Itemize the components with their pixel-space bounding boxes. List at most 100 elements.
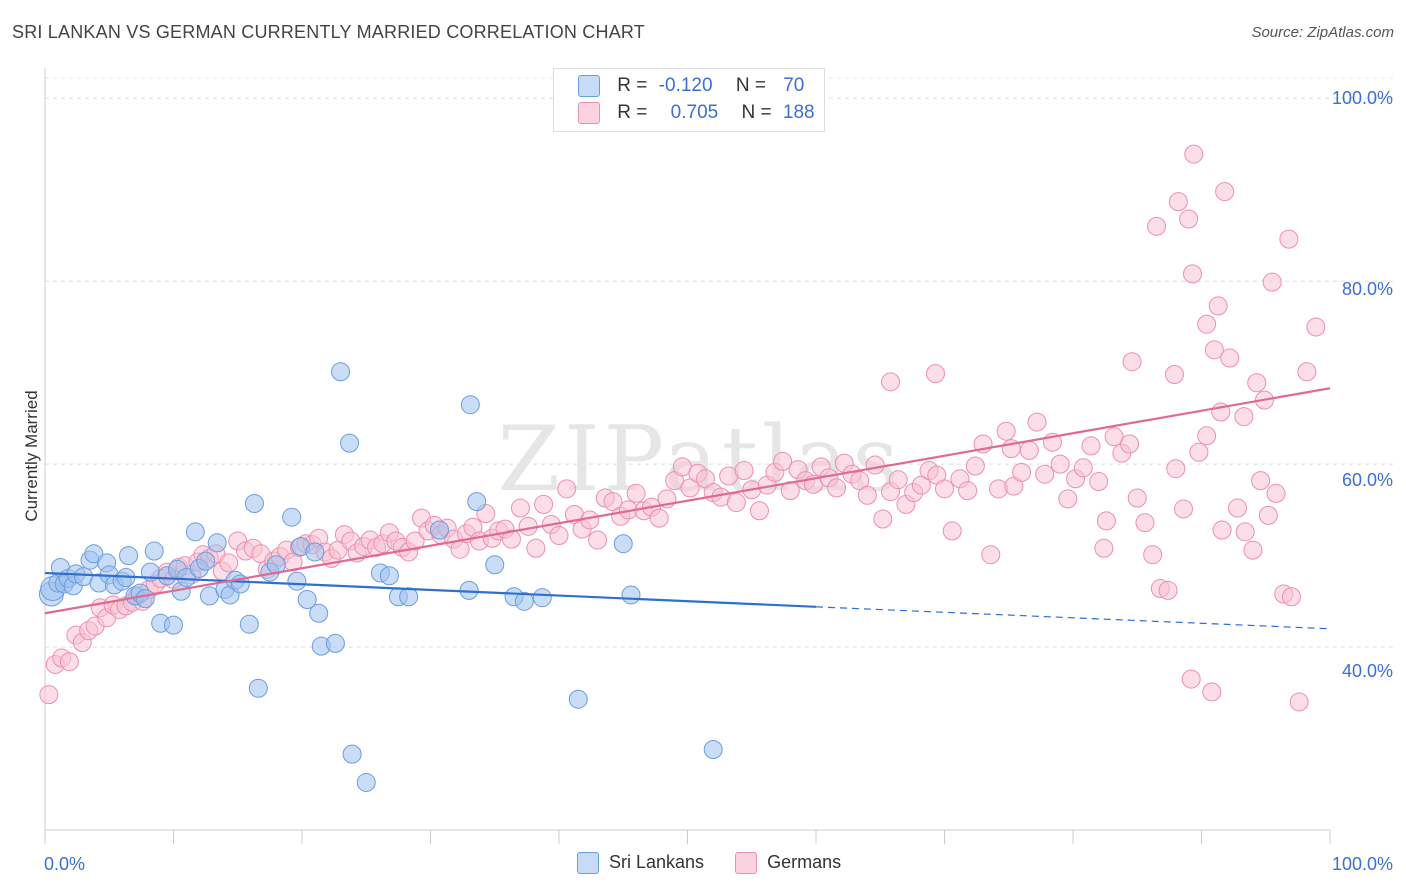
german-point (1096, 511, 1116, 531)
n-label: N = (735, 75, 766, 97)
german-point (942, 521, 962, 541)
german-point (1122, 352, 1142, 372)
german-point (557, 479, 577, 499)
sri-lankans-trend-line (44, 571, 817, 608)
german-point (1208, 296, 1228, 316)
german-point (518, 516, 538, 536)
german-point (1050, 454, 1070, 474)
german-point (881, 372, 901, 392)
german-point (1279, 229, 1299, 249)
german-point (1297, 362, 1317, 382)
german-point (680, 478, 700, 498)
y-tick-label: 40.0% (1342, 661, 1393, 681)
german-point (603, 492, 623, 512)
german-point (1127, 488, 1147, 508)
german-point (1220, 348, 1240, 368)
legend-label: Sri Lankans (609, 852, 705, 872)
german-point (935, 479, 954, 499)
legend-swatch (735, 852, 758, 875)
german-point (1147, 216, 1167, 236)
sri-lankan-point (342, 744, 362, 764)
german-point (749, 501, 769, 521)
german-point (549, 525, 569, 545)
y-tick-labels: 100.0% 80.0% 60.0% 40.0% (1332, 88, 1393, 681)
german-point (1247, 373, 1267, 393)
sri-lankan-point (467, 492, 487, 512)
legend-swatch (578, 75, 600, 97)
german-point (1266, 483, 1286, 503)
german-point (1073, 458, 1093, 478)
sri-lankan-point (119, 546, 139, 566)
german-point (588, 530, 608, 550)
german-point (911, 475, 931, 495)
german-point (873, 509, 893, 529)
chart-title: SRI LANKAN VS GERMAN CURRENTLY MARRIED C… (12, 22, 645, 42)
sri-lankan-point (325, 633, 345, 653)
german-point (1165, 365, 1185, 385)
german-point (1183, 264, 1203, 284)
sri-lankan-point (568, 689, 588, 709)
german-point (1081, 436, 1101, 456)
gridlines (45, 77, 1393, 648)
n-label: N = (741, 102, 772, 124)
german-point (827, 478, 847, 498)
german-point (1158, 580, 1178, 600)
sri-lankan-point (297, 590, 317, 610)
german-point (888, 470, 908, 490)
german-point (510, 498, 530, 518)
sri-lankan-point (144, 541, 164, 561)
german-point (1189, 442, 1209, 462)
german-point (1243, 540, 1263, 560)
sri-lankan-point (207, 533, 227, 553)
legend-row-germans: R = 0.705 N = 188 (578, 102, 815, 126)
sri-lankan-point (244, 493, 264, 513)
german-point (1212, 520, 1232, 540)
german-point (1204, 340, 1224, 360)
german-point (1197, 314, 1217, 334)
r-label: R = (617, 75, 648, 97)
sri-lankan-point (282, 507, 302, 527)
sri-lankan-point (340, 433, 360, 453)
german-point (1184, 144, 1204, 164)
german-point (1262, 272, 1282, 292)
german-point (59, 652, 79, 672)
german-point (405, 531, 425, 551)
german-point (1094, 538, 1114, 558)
sri-lankan-point (248, 678, 268, 698)
sri-lankan-point (196, 551, 216, 571)
stats-legend: R = -0.120 N = 70 R = 0.705 N = 188 (553, 68, 825, 132)
german-point (773, 451, 793, 471)
german-point (1168, 192, 1188, 212)
sri-lankans-trend-extension (815, 606, 1331, 630)
german-point (1202, 682, 1222, 702)
source-label: Source: ZipAtlas.com (1251, 24, 1394, 41)
german-point (965, 456, 985, 476)
german-point (1019, 440, 1039, 460)
german-point (1281, 587, 1301, 607)
sri-lankan-point (613, 534, 633, 554)
german-point (1027, 412, 1047, 432)
trend-lines (44, 387, 1331, 630)
legend-item-germans[interactable]: Germans (735, 852, 841, 875)
german-point (865, 455, 885, 475)
german-point (1306, 317, 1326, 337)
legend-item-sri-lankans[interactable]: Sri Lankans (577, 852, 705, 875)
german-point (1251, 471, 1271, 491)
german-point (1197, 426, 1217, 446)
sri-lankan-point (485, 555, 505, 575)
german-point (1181, 669, 1201, 689)
german-point (1035, 464, 1055, 484)
sri-lankan-point (185, 522, 205, 542)
sri-lankan-point (356, 772, 376, 792)
y-tick-label: 80.0% (1342, 279, 1393, 299)
sri-lankan-point (164, 615, 183, 635)
germans-trend-line (44, 387, 1331, 615)
sri-lankan-point (84, 544, 104, 564)
german-point (1143, 545, 1163, 565)
sri-lankan-point (331, 362, 351, 382)
sri-lankan-point (176, 568, 196, 588)
x-tick-label-left: 0.0% (44, 854, 85, 874)
german-point (1135, 513, 1155, 533)
sri-lankan-point (460, 395, 480, 415)
legend-swatch (578, 102, 600, 124)
